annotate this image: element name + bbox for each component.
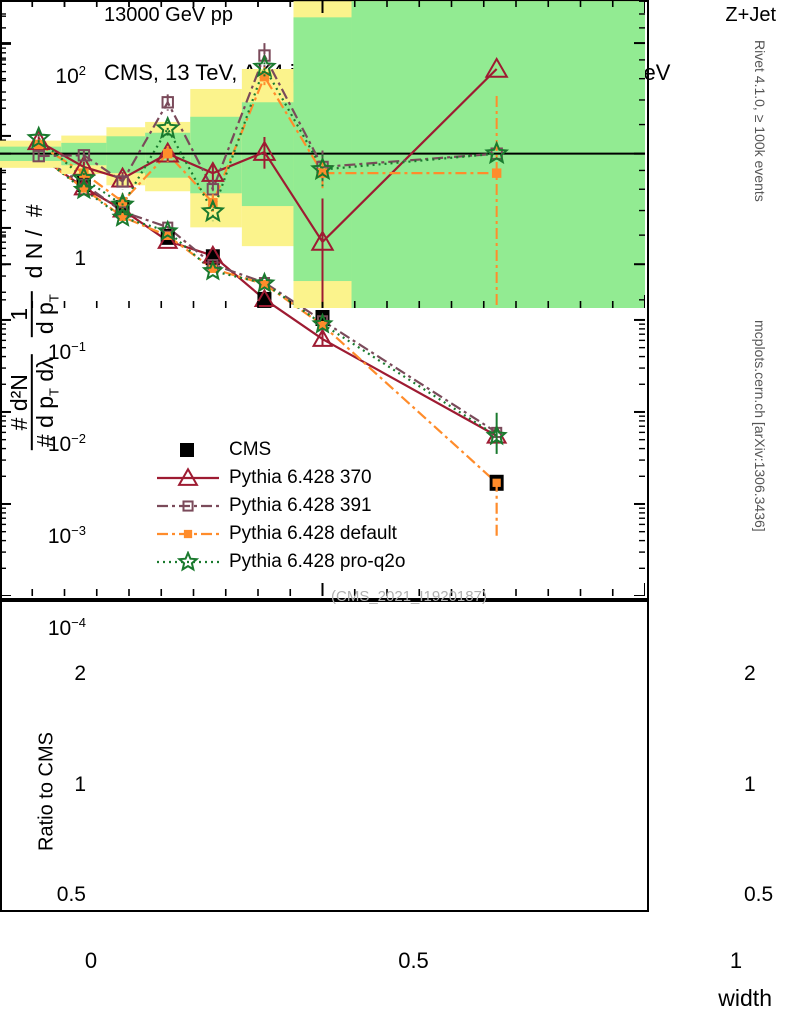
x-axis-title: width [718, 985, 772, 1011]
main-y-tick-3: 10−1 [47, 338, 86, 364]
legend-item-1[interactable]: Pythia 6.428 370 [155, 465, 405, 490]
legend-item-3[interactable]: Pythia 6.428 default [155, 521, 405, 546]
rivet-version-note: Rivet 4.1.0, ≥ 100k events [752, 40, 768, 202]
main-y-tick-6: 10−4 [47, 615, 86, 640]
ratio-right-y-tick-labels: 2 1 0.5 [744, 0, 786, 1024]
x-tick-0: 0 [84, 948, 98, 973]
main-y-tick-0: 102 [55, 62, 86, 88]
legend-marker-open-square-icon [155, 495, 221, 517]
ratio-right-y-tick-1: 1 [744, 772, 756, 796]
main-y-tick-2: 1 [74, 246, 86, 270]
ratio-y-tick-labels: 2 1 0.5 [0, 0, 86, 1024]
legend-item-0[interactable]: CMS [155, 437, 405, 462]
legend-label-3: Pythia 6.428 default [229, 522, 397, 544]
ratio-plot-panel [0, 0, 649, 912]
analysis-id-watermark: (CMS_2021_I1920187) [331, 588, 487, 605]
main-plot-canvas [0, 0, 645, 596]
legend-label-1: Pythia 6.428 370 [229, 466, 372, 488]
legend-item-2[interactable]: Pythia 6.428 391 [155, 493, 405, 518]
legend-label-2: Pythia 6.428 391 [229, 494, 372, 516]
ratio-right-y-tick-2: 0.5 [744, 883, 774, 907]
mcplots-source-note: mcplots.cern.ch [arXiv:1306.3436] [752, 320, 768, 532]
header-process-label: Z+Jet [725, 4, 776, 26]
legend-label-4: Pythia 6.428 pro-q2o [229, 550, 406, 572]
legend-label-0: CMS [229, 438, 272, 460]
legend-marker-open-star-icon [155, 549, 221, 573]
main-y-tick-4: 10−2 [47, 430, 86, 456]
legend-marker-filled-square-icon [155, 439, 221, 461]
legend-item-4[interactable]: Pythia 6.428 pro-q2o [155, 549, 405, 574]
main-y-tick-5: 10−3 [47, 522, 86, 548]
ratio-y-tick-2: 0.5 [56, 883, 86, 907]
header-beam-label: 13000 GeV pp [104, 4, 233, 26]
ratio-y-tick-1: 1 [74, 772, 86, 796]
legend-marker-open-triangle-icon [155, 466, 221, 489]
ratio-right-y-tick-0: 2 [744, 662, 756, 686]
legend: CMS Pythia 6.428 370 Pythia 6.428 391 Pythi… [155, 437, 405, 577]
x-tick-2: 1 [729, 948, 743, 973]
ratio-y-tick-0: 2 [74, 662, 86, 686]
legend-marker-filled-square-icon [155, 523, 221, 545]
x-tick-1: 0.5 [398, 948, 429, 973]
